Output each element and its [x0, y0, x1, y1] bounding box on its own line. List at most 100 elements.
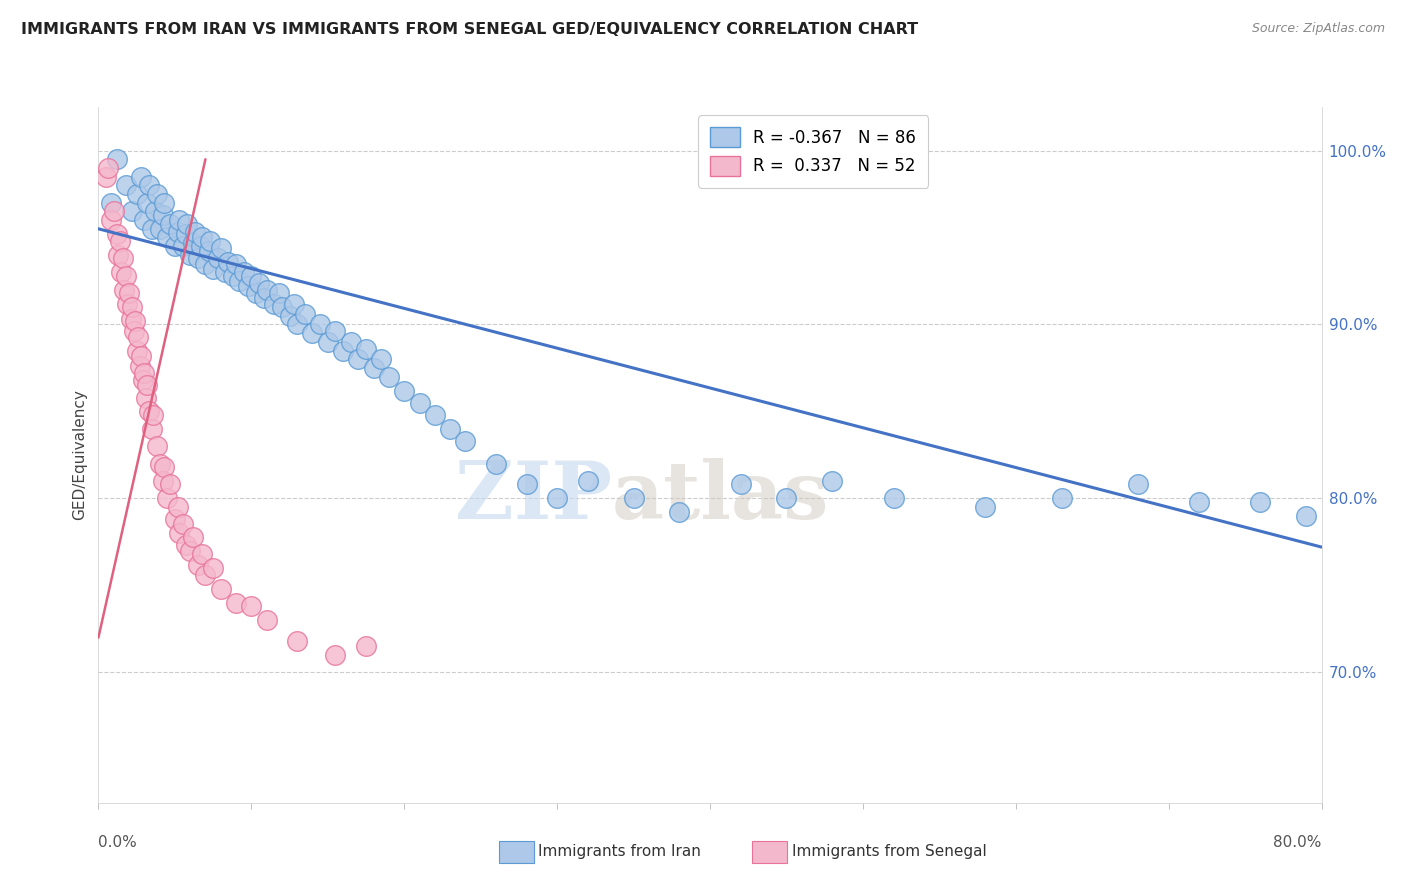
Point: [134, 366, 156, 380]
Point: [1128, 477, 1150, 491]
Point: [108, 234, 131, 248]
Point: [184, 225, 207, 239]
Point: [125, 343, 148, 358]
Point: [125, 187, 148, 202]
Point: [354, 639, 377, 653]
Point: [172, 517, 194, 532]
Point: [121, 204, 143, 219]
Text: Source: ZipAtlas.com: Source: ZipAtlas.com: [1251, 22, 1385, 36]
Point: [730, 477, 752, 491]
Point: [316, 334, 339, 349]
Point: [138, 404, 160, 418]
Point: [127, 329, 149, 343]
Point: [181, 530, 204, 544]
Point: [176, 217, 198, 231]
Point: [283, 296, 305, 310]
Point: [136, 195, 159, 210]
Point: [122, 325, 145, 339]
Point: [118, 286, 141, 301]
Point: [112, 283, 135, 297]
Point: [332, 343, 354, 358]
Point: [190, 239, 212, 253]
Point: [163, 512, 186, 526]
Point: [392, 384, 416, 398]
Point: [267, 286, 290, 301]
Point: [301, 326, 323, 340]
Point: [1295, 508, 1317, 523]
Point: [100, 195, 122, 210]
Point: [252, 291, 274, 305]
Point: [209, 582, 232, 596]
Point: [103, 204, 125, 219]
Point: [153, 195, 176, 210]
Point: [546, 491, 568, 506]
Point: [105, 227, 128, 241]
Point: [198, 234, 221, 248]
Point: [167, 225, 190, 239]
Point: [370, 352, 392, 367]
Point: [94, 169, 117, 184]
Point: [775, 491, 797, 506]
Point: [883, 491, 905, 506]
Point: [179, 543, 201, 558]
Point: [240, 599, 263, 614]
Point: [156, 230, 179, 244]
Point: [187, 252, 209, 266]
Point: [187, 558, 209, 572]
Point: [181, 235, 204, 250]
Point: [202, 561, 225, 575]
Point: [121, 300, 143, 314]
Point: [141, 422, 163, 436]
Point: [179, 248, 201, 262]
Point: [256, 613, 278, 627]
Legend: R = -0.367   N = 86, R =  0.337   N = 52: R = -0.367 N = 86, R = 0.337 N = 52: [699, 115, 928, 187]
Point: [225, 596, 247, 610]
Point: [194, 256, 217, 270]
Point: [202, 261, 225, 276]
Point: [129, 349, 152, 363]
Point: [623, 491, 645, 506]
Point: [278, 309, 301, 323]
Point: [149, 222, 172, 236]
Point: [423, 408, 446, 422]
Point: [225, 256, 247, 270]
Point: [191, 547, 214, 561]
Point: [115, 268, 138, 283]
Point: [240, 268, 263, 283]
Text: ZIP: ZIP: [456, 458, 612, 536]
Point: [1249, 495, 1271, 509]
Point: [163, 239, 186, 253]
Point: [142, 408, 165, 422]
Y-axis label: GED/Equivalency: GED/Equivalency: [72, 390, 87, 520]
Point: [454, 434, 477, 448]
Point: [149, 457, 172, 471]
Point: [169, 526, 191, 541]
Point: [485, 457, 508, 471]
Point: [347, 352, 370, 367]
Text: 80.0%: 80.0%: [1274, 836, 1322, 850]
Point: [516, 477, 538, 491]
Point: [207, 252, 229, 266]
Point: [294, 307, 316, 321]
Point: [1050, 491, 1073, 506]
Point: [111, 252, 134, 266]
Point: [209, 241, 232, 255]
Point: [135, 391, 157, 405]
Point: [138, 178, 160, 193]
Point: [129, 169, 152, 184]
Point: [107, 248, 129, 262]
Point: [159, 217, 181, 231]
Point: [325, 325, 347, 339]
Point: [167, 500, 190, 514]
Point: [174, 227, 197, 241]
Point: [136, 378, 159, 392]
Point: [117, 296, 139, 310]
Point: [141, 222, 163, 236]
Point: [100, 213, 122, 227]
Point: [115, 178, 138, 193]
Point: [668, 505, 690, 519]
Point: [354, 342, 377, 356]
Text: 0.0%: 0.0%: [98, 836, 138, 850]
Point: [172, 239, 194, 253]
Point: [217, 255, 239, 269]
